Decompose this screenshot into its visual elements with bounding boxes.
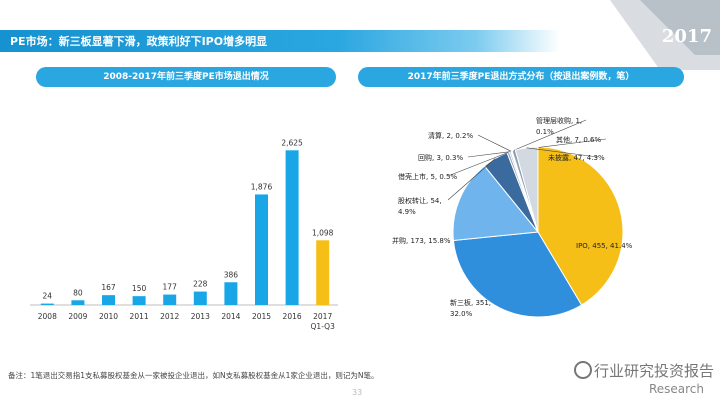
year-badge: 2017 <box>661 26 712 47</box>
pie-slice-label: 管理层收购, 1, <box>536 116 582 125</box>
bar-value-label: 1,876 <box>251 182 273 191</box>
bar <box>132 296 146 305</box>
bar-value-label: 2,625 <box>281 138 303 147</box>
bar <box>71 300 85 305</box>
bar <box>316 240 330 305</box>
leader-line <box>467 151 511 158</box>
x-tick-label: 2017 <box>313 312 332 321</box>
x-tick-label: 2009 <box>68 312 87 321</box>
pie-slice-label: 新三板, 351, <box>450 298 491 307</box>
pie-slice-label: 4.9% <box>398 208 416 216</box>
pie-slice-label: 回购, 3, 0.3% <box>418 153 463 162</box>
pie-slice-label: 股权转让, 54, <box>398 196 442 205</box>
bar-value-label: 24 <box>43 292 53 301</box>
bar-chart: 24 2008 80 2009 167 2010 150 2011 177 2012 228 2013… <box>30 138 338 331</box>
x-tick-label: 2010 <box>99 312 118 321</box>
x-tick-label: Q1-Q3 <box>311 322 336 331</box>
pie-slice-label: 并购, 173, 15.8% <box>392 236 451 245</box>
pie-slice <box>537 146 624 306</box>
bar <box>255 194 268 305</box>
x-tick-label: 2016 <box>283 312 302 321</box>
pie-slice-label: 借壳上市, 5, 0.5% <box>398 172 457 181</box>
x-tick-label: 2015 <box>252 312 271 321</box>
bar-value-label: 150 <box>132 284 147 293</box>
leader-line <box>447 152 509 177</box>
bar-value-label: 80 <box>73 288 83 297</box>
bar <box>193 291 207 305</box>
header-bar: PE市场：新三板显著下滑，政策利好下IPO增多明显 <box>0 30 560 52</box>
x-tick-label: 2013 <box>191 312 210 321</box>
bar-chart-title: 2008-2017年前三季度PE市场退出情况 <box>36 67 336 87</box>
footnote: 备注：1笔退出交易指1支私募股权基金从一家被投企业退出，如N支私募股权基金从1家… <box>8 371 379 380</box>
corner-decoration <box>610 0 720 70</box>
wechat-icon <box>573 361 592 379</box>
leader-line <box>477 134 512 152</box>
watermark-text: 行业研究投资报告 <box>593 362 714 380</box>
watermark-research: Research <box>648 382 704 396</box>
bar <box>285 150 299 305</box>
x-tick-label: 2011 <box>130 312 149 321</box>
x-tick-label: 2014 <box>221 312 240 321</box>
pie-slice-label: 其他, 7, 0.6% <box>556 135 601 144</box>
pie-chart: IPO, 455, 41.4% 新三板, 351, 32.0% 并购, 173, 15… <box>392 116 633 318</box>
leader-line <box>526 147 599 158</box>
pie-chart-title: 2017年前三季度PE退出方式分布（按退出案例数，笔） <box>358 67 684 87</box>
pie-slice-label: 32.0% <box>450 310 473 318</box>
pie-slice-label: 清算, 2, 0.2% <box>428 131 473 140</box>
leader-line <box>447 158 496 201</box>
pie-slice-label: 未披露, 47, 4.3% <box>548 153 605 162</box>
bar <box>163 294 177 305</box>
bar-value-label: 177 <box>163 283 178 292</box>
page-title: PE市场：新三板显著下滑，政策利好下IPO增多明显 <box>10 35 268 48</box>
x-tick-label: 2008 <box>38 312 57 321</box>
bar <box>224 282 238 305</box>
pie-slice <box>452 231 583 318</box>
bar-value-label: 228 <box>193 280 208 289</box>
x-tick-label: 2012 <box>160 312 179 321</box>
bar <box>102 295 115 305</box>
pie-slice-label: 0.1% <box>536 128 554 136</box>
pie-slice <box>452 165 539 242</box>
leader-line <box>511 119 587 152</box>
page-number: 33 <box>352 388 363 397</box>
pie-slice-label: IPO, 455, 41.4% <box>576 242 633 250</box>
bar-value-label: 1,098 <box>312 228 334 237</box>
bar-value-label: 386 <box>224 270 239 279</box>
watermark: 行业研究投资报告 <box>573 360 714 381</box>
bar-value-label: 167 <box>101 283 116 292</box>
bar <box>40 303 54 305</box>
